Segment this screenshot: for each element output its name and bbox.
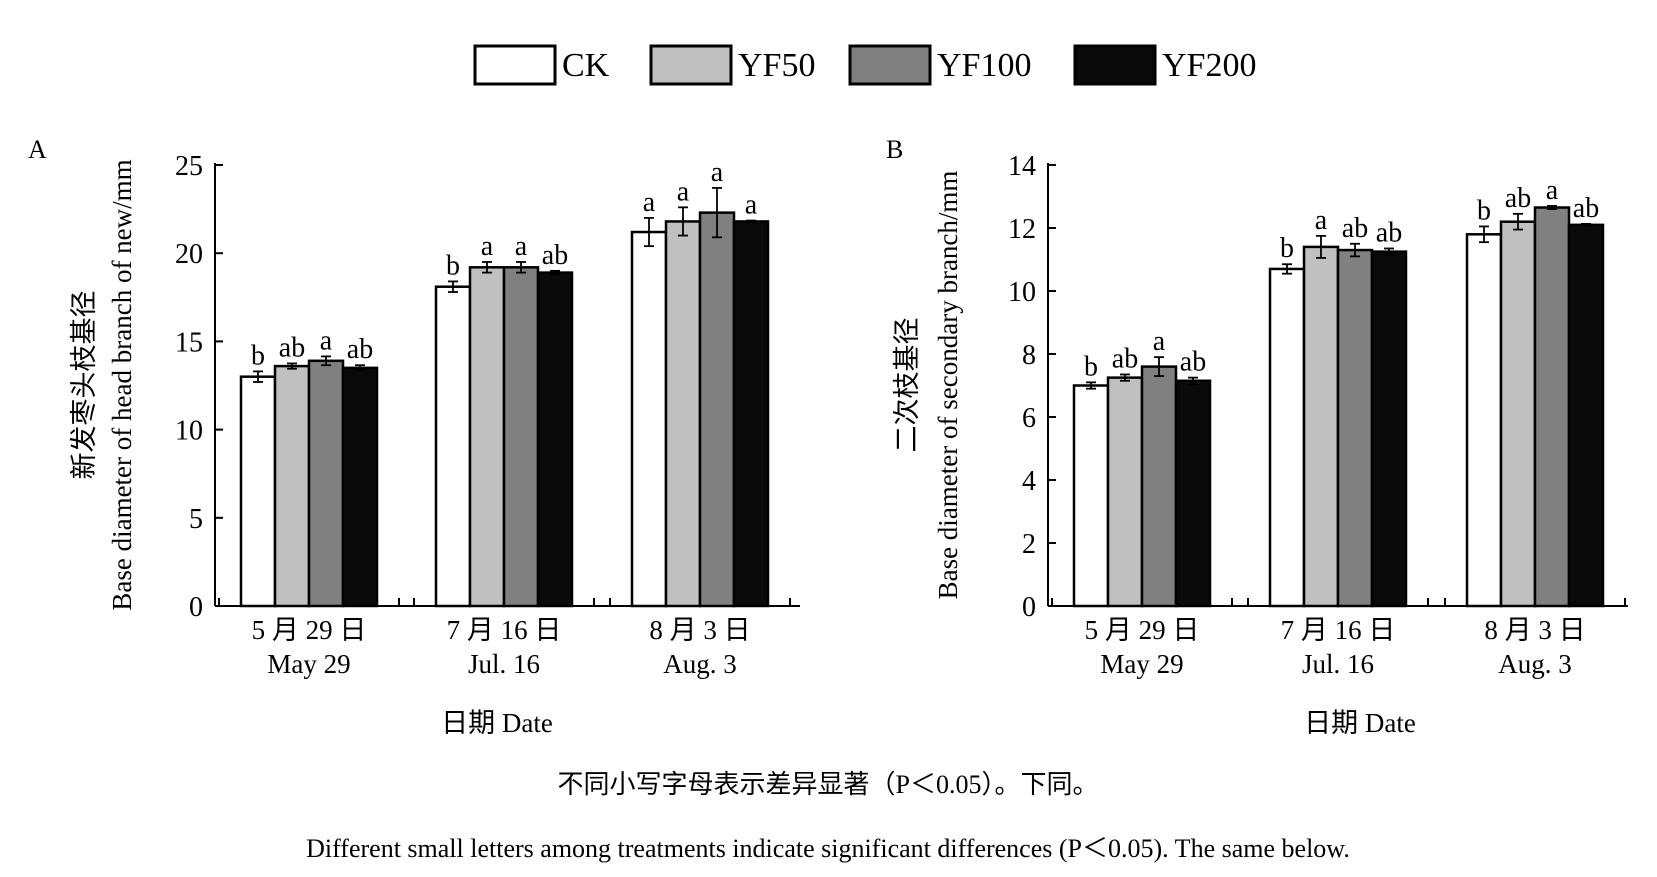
- y-axis-title-cn-a: 新发枣头枝基径: [69, 291, 99, 480]
- bar-a-ck-3: [630, 230, 668, 608]
- y-tick-label-a: 10: [175, 416, 203, 447]
- panel-letter-a: A: [28, 135, 47, 164]
- y-tick-label-a: 20: [175, 239, 203, 270]
- significance-letter-b: ab: [1342, 213, 1368, 244]
- bar-a-yf50-2: [468, 266, 506, 608]
- significance-letter-b: ab: [1112, 343, 1138, 374]
- bar-a-ck-2: [434, 285, 472, 608]
- bar-b-yf100-2: [1336, 248, 1374, 608]
- y-axis-title-cn-b: 二次枝基径: [892, 318, 922, 453]
- significance-letter-a: ab: [347, 334, 373, 365]
- bar-a-yf50-1: [273, 364, 311, 608]
- panel-letter-b: B: [886, 135, 903, 164]
- bar-a-yf100-1: [307, 359, 345, 608]
- y-tick-label-b: 6: [1022, 403, 1036, 434]
- significance-letter-a: b: [251, 340, 265, 371]
- significance-letter-a: ab: [279, 332, 305, 363]
- y-tick-label-b: 8: [1022, 340, 1036, 371]
- bar-b-yf100-1: [1140, 365, 1178, 608]
- x-category-en-b: Aug. 3: [1498, 649, 1572, 679]
- y-tick-label-b: 10: [1008, 277, 1036, 308]
- significance-letter-b: b: [1084, 351, 1098, 382]
- legend-label-ck: CK: [562, 47, 610, 84]
- significance-letter-b: ab: [1573, 193, 1599, 224]
- x-category-cn-a: 8 月 3 日: [649, 615, 750, 645]
- bar-b-ck-2: [1268, 267, 1306, 608]
- significance-letter-b: a: [1153, 326, 1166, 357]
- significance-letter-b: b: [1477, 195, 1491, 226]
- bar-a-yf200-2: [536, 271, 574, 608]
- significance-letter-a: a: [711, 157, 724, 188]
- legend-swatch-yf50: [649, 44, 733, 86]
- bar-a-yf100-2: [502, 266, 540, 608]
- legend: CK YF50 YF100 YF200: [473, 44, 1256, 86]
- y-tick-label-b: 12: [1008, 214, 1036, 245]
- legend-label-yf50: YF50: [738, 47, 815, 84]
- y-axis-title-en-a: Base diameter of head branch of new/mm: [107, 159, 137, 610]
- y-tick-label-a: 25: [175, 151, 203, 182]
- bar-b-yf200-2: [1370, 250, 1408, 608]
- x-axis-title-b: 日期 Date: [1304, 708, 1416, 738]
- legend-label-yf100: YF100: [937, 47, 1031, 84]
- legend-swatch-yf200: [1073, 44, 1157, 86]
- x-category-en-a: May 29: [267, 649, 350, 679]
- bar-b-yf50-3: [1499, 220, 1537, 608]
- bar-b-yf200-1: [1174, 379, 1212, 608]
- y-tick-label-b: 14: [1008, 151, 1036, 182]
- legend-swatch-ck: [473, 44, 557, 86]
- bar-b-yf200-3: [1567, 223, 1605, 608]
- y-axis-title-en-b: Base diameter of secondary branch/mm: [933, 171, 963, 600]
- legend-label-yf200: YF200: [1162, 47, 1256, 84]
- footnote-english: Different small letters among treatments…: [306, 834, 1350, 863]
- significance-letter-a: a: [745, 190, 758, 221]
- significance-letter-b: ab: [1180, 347, 1206, 378]
- x-category-en-b: May 29: [1100, 649, 1183, 679]
- significance-letter-b: ab: [1505, 183, 1531, 214]
- y-tick-label-a: 0: [189, 592, 203, 623]
- y-tick-label-b: 2: [1022, 529, 1036, 560]
- y-tick-label-a: 15: [175, 327, 203, 358]
- panel-a: A 新发枣头枝基径 Base diameter of head branch of …: [28, 135, 800, 738]
- x-category-en-b: Jul. 16: [1302, 649, 1374, 679]
- x-category-en-a: Aug. 3: [663, 649, 737, 679]
- y-tick-label-b: 4: [1022, 466, 1036, 497]
- bar-b-yf100-3: [1533, 206, 1571, 608]
- significance-letter-a: a: [481, 231, 494, 262]
- x-category-cn-b: 8 月 3 日: [1484, 615, 1585, 645]
- significance-letter-a: ab: [542, 240, 568, 271]
- x-category-cn-b: 5 月 29 日: [1085, 615, 1200, 645]
- y-tick-label-a: 5: [189, 504, 203, 535]
- significance-letter-b: b: [1280, 233, 1294, 264]
- bar-a-ck-1: [239, 375, 277, 608]
- significance-letter-a: b: [446, 250, 460, 281]
- y-tick-label-b: 0: [1022, 592, 1036, 623]
- bar-b-ck-3: [1465, 233, 1503, 608]
- bar-b-ck-1: [1072, 384, 1110, 608]
- legend-swatch-yf100: [848, 44, 932, 86]
- significance-letter-a: a: [320, 325, 333, 356]
- significance-letter-a: a: [677, 176, 690, 207]
- x-category-cn-a: 7 月 16 日: [447, 615, 562, 645]
- significance-letter-a: a: [515, 231, 528, 262]
- footnote-chinese: 不同小写字母表示差异显著（P＜0.05）。下同。: [558, 770, 1099, 799]
- significance-letter-b: a: [1315, 205, 1328, 236]
- significance-letter-b: ab: [1376, 217, 1402, 248]
- x-axis-title-a: 日期 Date: [441, 708, 553, 738]
- significance-letter-b: a: [1546, 175, 1559, 206]
- bar-a-yf50-3: [664, 220, 702, 608]
- bar-b-yf50-2: [1302, 245, 1340, 608]
- bar-a-yf200-3: [732, 220, 770, 608]
- bar-a-yf100-3: [698, 211, 736, 608]
- x-category-en-a: Jul. 16: [468, 649, 540, 679]
- panel-b: B 二次枝基径 Base diameter of secondary branch/…: [886, 135, 1628, 738]
- x-category-cn-b: 7 月 16 日: [1281, 615, 1396, 645]
- bar-b-yf50-1: [1106, 376, 1144, 608]
- significance-letter-a: a: [643, 187, 656, 218]
- bar-a-yf200-1: [341, 366, 379, 608]
- x-category-cn-a: 5 月 29 日: [252, 615, 367, 645]
